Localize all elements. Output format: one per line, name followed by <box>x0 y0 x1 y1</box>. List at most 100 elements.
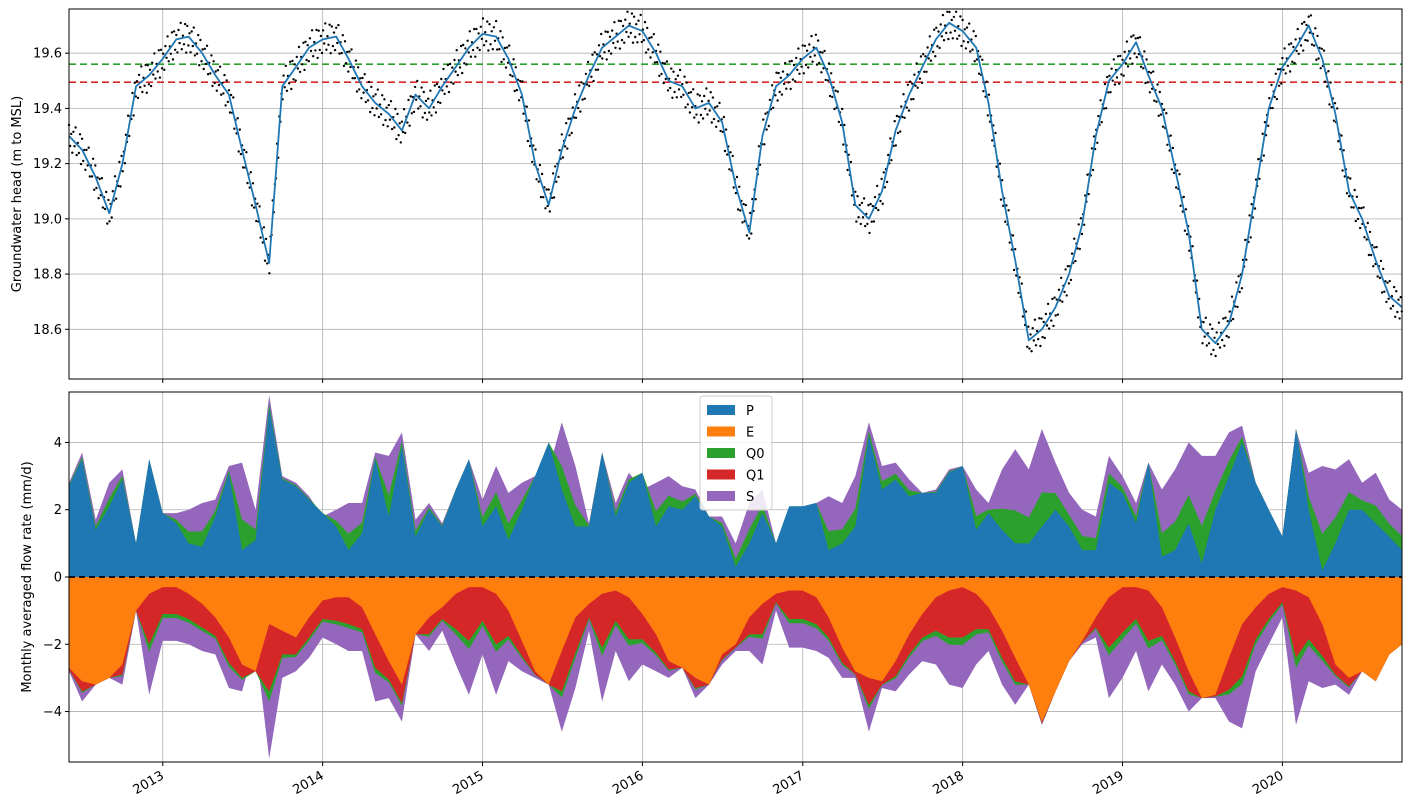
observed-head-point <box>71 151 74 154</box>
observed-head-point <box>923 70 926 74</box>
observed-head-point <box>1008 241 1011 244</box>
observed-head-point <box>850 194 854 197</box>
observed-head-point <box>258 205 261 208</box>
observed-head-point <box>577 106 580 110</box>
observed-head-point <box>588 84 591 88</box>
observed-head-point <box>362 91 365 94</box>
observed-head-point <box>629 31 632 35</box>
observed-head-point <box>941 13 945 17</box>
observed-head-point <box>867 204 870 207</box>
observed-head-point <box>705 87 708 90</box>
observed-head-point <box>1319 67 1322 70</box>
observed-head-point <box>108 220 111 223</box>
observed-head-point <box>796 68 799 72</box>
observed-head-point <box>1261 132 1264 135</box>
observed-head-point <box>211 84 214 88</box>
observed-head-point <box>157 49 160 52</box>
observed-head-point <box>165 56 168 59</box>
observed-head-point <box>1399 296 1402 299</box>
observed-head-point <box>1340 134 1343 137</box>
observed-head-point <box>1012 268 1016 272</box>
observed-head-point <box>1138 36 1142 39</box>
observed-head-point <box>465 63 468 66</box>
observed-head-point <box>268 272 271 275</box>
observed-head-point <box>360 97 363 100</box>
observed-head-point <box>499 30 502 33</box>
observed-head-point <box>198 63 201 67</box>
observed-head-point <box>648 36 651 40</box>
observed-head-point <box>1104 107 1108 110</box>
observed-head-point <box>1129 57 1132 60</box>
observed-head-point <box>456 73 459 77</box>
observed-head-point <box>73 145 76 148</box>
observed-head-point <box>291 59 294 63</box>
observed-head-point <box>672 70 675 73</box>
observed-head-point <box>608 35 612 38</box>
observed-head-point <box>302 41 305 44</box>
observed-head-point <box>535 178 538 181</box>
observed-head-point <box>1320 47 1324 50</box>
observed-head-point <box>872 220 876 223</box>
observed-head-point <box>218 65 222 68</box>
observed-head-point <box>537 180 540 183</box>
observed-head-point <box>1092 135 1096 138</box>
observed-head-point <box>968 22 971 25</box>
observed-head-point <box>341 34 344 37</box>
observed-head-point <box>573 93 577 96</box>
observed-head-point <box>373 114 376 117</box>
observed-head-point <box>458 66 462 69</box>
observed-head-point <box>469 55 473 58</box>
area-E <box>69 577 1402 722</box>
observed-head-point <box>764 112 767 115</box>
observed-head-point <box>744 203 747 207</box>
observed-head-point <box>487 49 490 52</box>
observed-head-point <box>723 149 727 153</box>
observed-head-point <box>324 22 327 25</box>
observed-head-point <box>402 108 406 111</box>
observed-head-point <box>410 112 413 115</box>
observed-head-point <box>609 52 613 55</box>
observed-head-point <box>1040 317 1043 320</box>
observed-head-point <box>237 150 240 153</box>
observed-head-point <box>959 15 962 18</box>
observed-head-point <box>695 113 698 116</box>
observed-head-point <box>680 95 683 99</box>
observed-head-point <box>1217 321 1221 324</box>
observed-head-point <box>1387 297 1390 300</box>
observed-head-point <box>1020 282 1023 285</box>
observed-head-point <box>801 44 804 47</box>
observed-head-point <box>785 87 788 90</box>
observed-head-point <box>857 216 860 219</box>
observed-head-point <box>684 106 687 109</box>
observed-head-point <box>259 236 262 239</box>
observed-head-point <box>1052 324 1055 328</box>
observed-head-point <box>202 67 205 71</box>
observed-head-point <box>1185 233 1189 236</box>
observed-head-point <box>809 55 812 59</box>
observed-head-point <box>80 137 84 140</box>
observed-head-point <box>505 46 509 49</box>
observed-head-point <box>1352 206 1355 209</box>
observed-head-point <box>421 116 424 119</box>
observed-head-point <box>317 29 320 32</box>
observed-head-point <box>367 80 371 84</box>
observed-head-point <box>296 67 300 70</box>
observed-head-point <box>826 79 830 82</box>
observed-head-point <box>1030 350 1033 353</box>
observed-head-point <box>676 74 680 77</box>
observed-head-point <box>433 84 436 87</box>
observed-head-point <box>1205 344 1209 347</box>
observed-head-point <box>191 44 194 48</box>
observed-head-point <box>1134 37 1137 40</box>
observed-head-point <box>386 125 389 128</box>
observed-head-point <box>948 10 951 14</box>
observed-head-point <box>1034 344 1038 347</box>
observed-head-point <box>889 137 892 140</box>
observed-head-point <box>135 80 139 83</box>
observed-head-point <box>1139 65 1143 69</box>
observed-head-point <box>728 168 731 171</box>
observed-head-point <box>939 23 942 26</box>
observed-head-point <box>450 81 453 84</box>
observed-head-point <box>765 128 768 131</box>
observed-head-point <box>284 64 287 68</box>
